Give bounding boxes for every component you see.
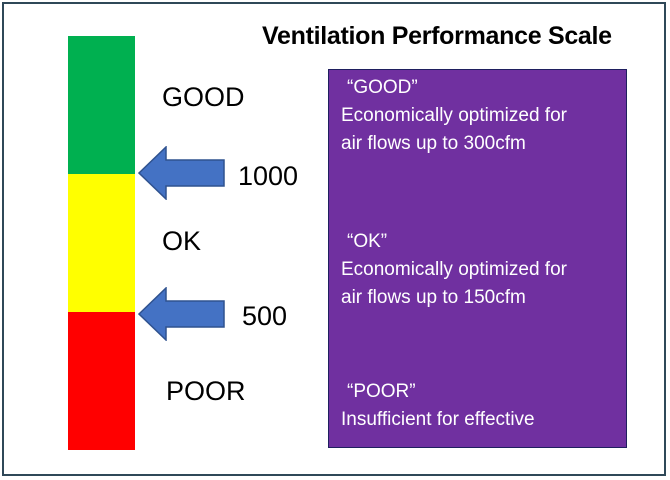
left-arrow-icon xyxy=(138,287,225,341)
description-heading-poor: “POOR” xyxy=(347,381,416,402)
level-label-poor: POOR xyxy=(166,376,246,406)
description-ok: “OK” Economically optimized for air flow… xyxy=(341,228,567,312)
diagram-title: Ventilation Performance Scale xyxy=(262,22,612,50)
threshold-arrow-1000 xyxy=(138,146,225,200)
description-good: “GOOD” Economically optimized for air fl… xyxy=(341,74,567,158)
scale-segment-good xyxy=(68,36,135,174)
scale-segment-poor xyxy=(68,312,135,450)
scale-segment-ok xyxy=(68,174,135,312)
description-text-ok-line2: air flows up to 150cfm xyxy=(341,287,526,308)
threshold-label-500: 500 xyxy=(242,301,288,331)
description-text-good-line2: air flows up to 300cfm xyxy=(341,133,526,154)
threshold-arrow-500 xyxy=(138,287,225,341)
level-label-ok: OK xyxy=(162,226,202,256)
threshold-label-1000: 1000 xyxy=(238,161,299,191)
description-text-good-line1: Economically optimized for xyxy=(341,105,567,126)
level-label-good: GOOD xyxy=(162,82,245,112)
description-heading-ok: “OK” xyxy=(347,231,388,252)
description-text-ok-line1: Economically optimized for xyxy=(341,259,567,280)
description-poor: “POOR” Insufficient for effective xyxy=(341,378,535,434)
left-arrow-icon xyxy=(138,146,225,200)
description-text-poor-line1: Insufficient for effective xyxy=(341,409,535,430)
description-box: “GOOD” Economically optimized for air fl… xyxy=(328,69,627,448)
description-heading-good: “GOOD” xyxy=(347,77,418,98)
